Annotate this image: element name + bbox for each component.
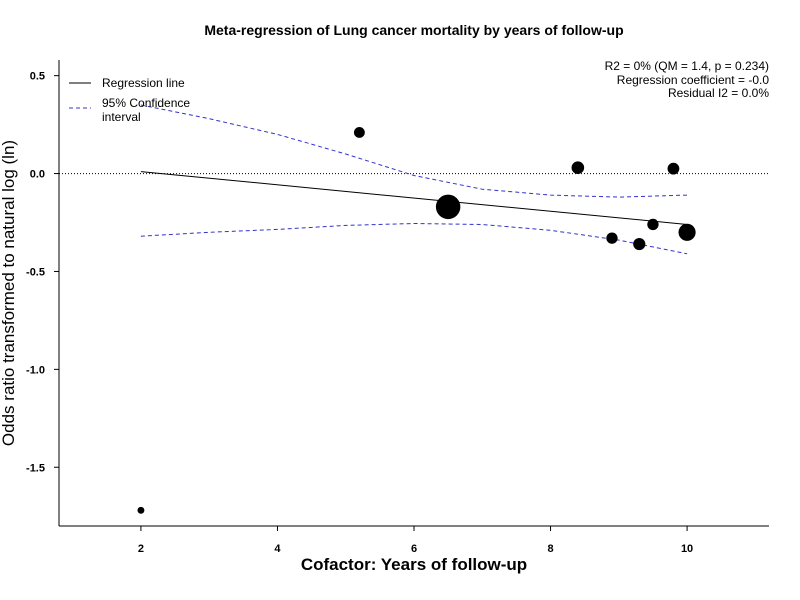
y-tick-label: -1.0 — [26, 364, 45, 376]
data-point — [353, 127, 365, 138]
stats-annotation: R2 = 0% (QM = 1.4, p = 0.234) Regression… — [605, 59, 770, 100]
y-tick-label: 0.5 — [30, 71, 45, 83]
stats-line-coefficient: Regression coefficient = -0.0 — [617, 73, 770, 87]
data-point — [678, 223, 696, 241]
data-point — [633, 237, 646, 251]
stats-line-r2: R2 = 0% (QM = 1.4, p = 0.234) — [605, 59, 769, 73]
axes — [58, 60, 769, 527]
data-point — [435, 194, 461, 220]
legend: Regression line 95% Confidence interval — [69, 76, 190, 124]
data-point — [667, 162, 680, 175]
regression-line — [140, 171, 688, 225]
ci-lower-line — [140, 222, 688, 255]
x-tick-label: 2 — [138, 543, 144, 555]
legend-label-ci-line2: interval — [102, 110, 141, 124]
stats-line-residual: Residual I2 = 0.0% — [668, 86, 769, 100]
y-tick-label: 0.0 — [30, 169, 45, 181]
y-tick-label: -0.5 — [26, 266, 45, 278]
data-points — [137, 127, 696, 514]
y-tick-label: -1.5 — [26, 462, 45, 474]
ci-upper-line — [140, 104, 688, 198]
x-tick-label: 4 — [274, 543, 281, 555]
data-point — [571, 161, 585, 174]
y-ticks: 0.5 0.0 -0.5 -1.0 -1.5 — [26, 71, 59, 474]
x-tick-label: 10 — [681, 543, 693, 555]
x-tick-label: 8 — [547, 543, 553, 555]
chart-title: Meta-regression of Lung cancer mortality… — [204, 22, 623, 38]
data-point — [137, 506, 145, 514]
data-point — [647, 218, 659, 231]
data-point — [606, 232, 618, 244]
legend-label-ci-line1: 95% Confidence — [102, 96, 190, 110]
y-axis-label: Odds ratio transformed to natural log (l… — [0, 140, 18, 446]
x-axis-label: Cofactor: Years of follow-up — [301, 555, 527, 574]
x-ticks: 2 4 6 8 10 — [138, 526, 693, 555]
x-tick-label: 6 — [411, 543, 417, 555]
legend-label-regression: Regression line — [102, 76, 185, 90]
